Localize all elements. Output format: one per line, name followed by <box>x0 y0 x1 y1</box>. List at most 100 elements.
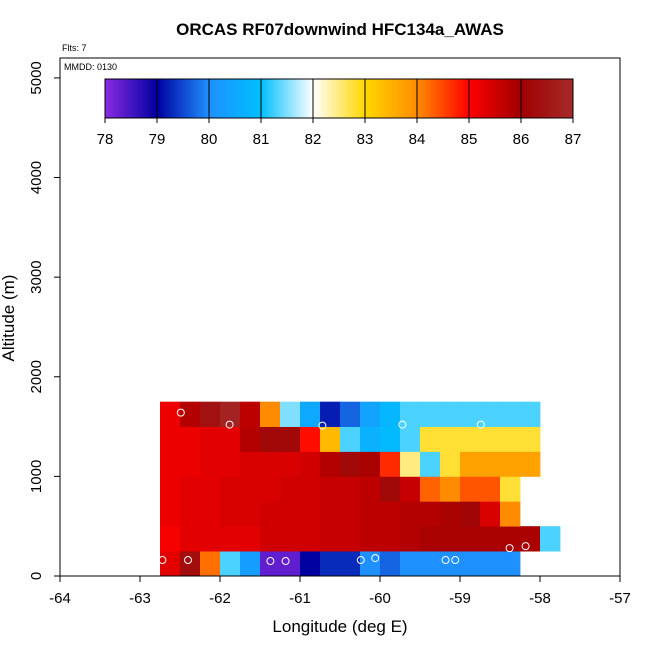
heatmap-cell <box>480 426 501 452</box>
sample-point <box>398 420 407 429</box>
heatmap-cell <box>340 501 361 527</box>
heatmap-cell <box>400 401 421 427</box>
heatmap-cell <box>300 551 321 577</box>
heatmap-cell <box>380 451 401 477</box>
x-tick-label: -57 <box>609 590 631 607</box>
colorbar-tick-label: 82 <box>305 131 322 148</box>
heatmap-cell <box>220 476 241 502</box>
heatmap-cell <box>160 426 181 452</box>
heatmap-cell <box>420 451 441 477</box>
x-tick-label: -64 <box>49 590 71 607</box>
heatmap-cell <box>180 426 201 452</box>
heatmap-cell <box>460 451 481 477</box>
heatmap-cell <box>520 426 541 452</box>
heatmap-cell <box>160 526 181 552</box>
heatmap-cell <box>480 526 501 552</box>
sample-point <box>266 557 275 566</box>
heatmap-cell <box>540 526 561 552</box>
heatmap-cell <box>240 476 261 502</box>
heatmap-cell <box>160 401 181 427</box>
flights-annotation: Flts: 7 <box>62 43 87 53</box>
y-tick-label: 2000 <box>28 360 45 393</box>
heatmap-cell <box>440 426 461 452</box>
heatmap-cell <box>360 426 381 452</box>
colorbar-tick-label: 87 <box>565 131 582 148</box>
heatmap-cell <box>300 451 321 477</box>
heatmap-cell <box>420 401 441 427</box>
heatmap-cell <box>320 526 341 552</box>
heatmap-cell <box>500 526 521 552</box>
colorbar-gradient <box>104 78 574 119</box>
heatmap-cell <box>180 476 201 502</box>
heatmap-cell <box>160 451 181 477</box>
heatmap-cell <box>280 526 301 552</box>
heatmap-cell <box>480 401 501 427</box>
heatmap-cell <box>500 551 521 577</box>
heatmap-cell <box>340 476 361 502</box>
heatmap-cell <box>420 426 441 452</box>
heatmap-cell <box>520 526 541 552</box>
sample-point <box>281 557 290 566</box>
heatmap-cell <box>420 526 441 552</box>
colorbar-tick-label: 85 <box>461 131 478 148</box>
heatmap-cell <box>460 551 481 577</box>
date-annotation: MMDD: 0130 <box>64 62 117 72</box>
heatmap-cell <box>220 526 241 552</box>
heatmap-cell <box>220 401 241 427</box>
colorbar-tick-label: 81 <box>253 131 270 148</box>
heatmap-cell <box>240 426 261 452</box>
heatmap-cell <box>300 401 321 427</box>
sample-point <box>356 556 365 565</box>
heatmap-cell <box>280 451 301 477</box>
heatmap-cell <box>360 451 381 477</box>
sample-point <box>451 556 460 565</box>
heatmap-cell <box>460 476 481 502</box>
heatmap-cell <box>320 451 341 477</box>
x-tick-label: -59 <box>449 590 471 607</box>
heatmap-cell <box>400 476 421 502</box>
heatmap-cell <box>300 526 321 552</box>
heatmap-cell <box>240 401 261 427</box>
heatmap-cell <box>360 501 381 527</box>
heatmap-cell <box>240 551 261 577</box>
heatmap-cell <box>380 401 401 427</box>
sample-point <box>225 420 234 429</box>
sample-point <box>318 421 327 430</box>
colorbar-tick-label: 80 <box>201 131 218 148</box>
sample-point <box>371 554 380 563</box>
y-tick-label: 1000 <box>28 460 45 493</box>
heatmap-cell <box>300 476 321 502</box>
heatmap-cell <box>180 451 201 477</box>
x-axis-label: Longitude (deg E) <box>272 617 407 636</box>
heatmap-cell <box>440 501 461 527</box>
heatmap-cell <box>320 501 341 527</box>
heatmap-cell <box>300 501 321 527</box>
heatmap-cell <box>500 451 521 477</box>
heatmap-cell <box>200 551 221 577</box>
x-tick-label: -60 <box>369 590 391 607</box>
colorbar-tick-label: 78 <box>97 131 114 148</box>
heatmap-cell <box>440 401 461 427</box>
sample-point <box>521 542 530 551</box>
heatmap-cell <box>380 476 401 502</box>
heatmap-cell <box>200 451 221 477</box>
heatmap-cell <box>360 526 381 552</box>
heatmap-cell <box>180 551 201 577</box>
heatmap-cell <box>260 401 281 427</box>
heatmap-cell <box>400 501 421 527</box>
heatmap-cell <box>480 501 501 527</box>
heatmap-cell <box>400 451 421 477</box>
heatmap-cell <box>420 501 441 527</box>
heatmap-cell <box>380 526 401 552</box>
sample-point <box>176 408 185 417</box>
heatmap-cell <box>280 476 301 502</box>
heatmap-cell <box>320 551 341 577</box>
heatmap-cell <box>340 426 361 452</box>
heatmap-cell <box>260 501 281 527</box>
heatmap-cell <box>360 401 381 427</box>
heatmap-cell <box>340 551 361 577</box>
heatmap-cell <box>500 476 521 502</box>
plot-area <box>158 401 561 577</box>
heatmap-cell <box>460 501 481 527</box>
